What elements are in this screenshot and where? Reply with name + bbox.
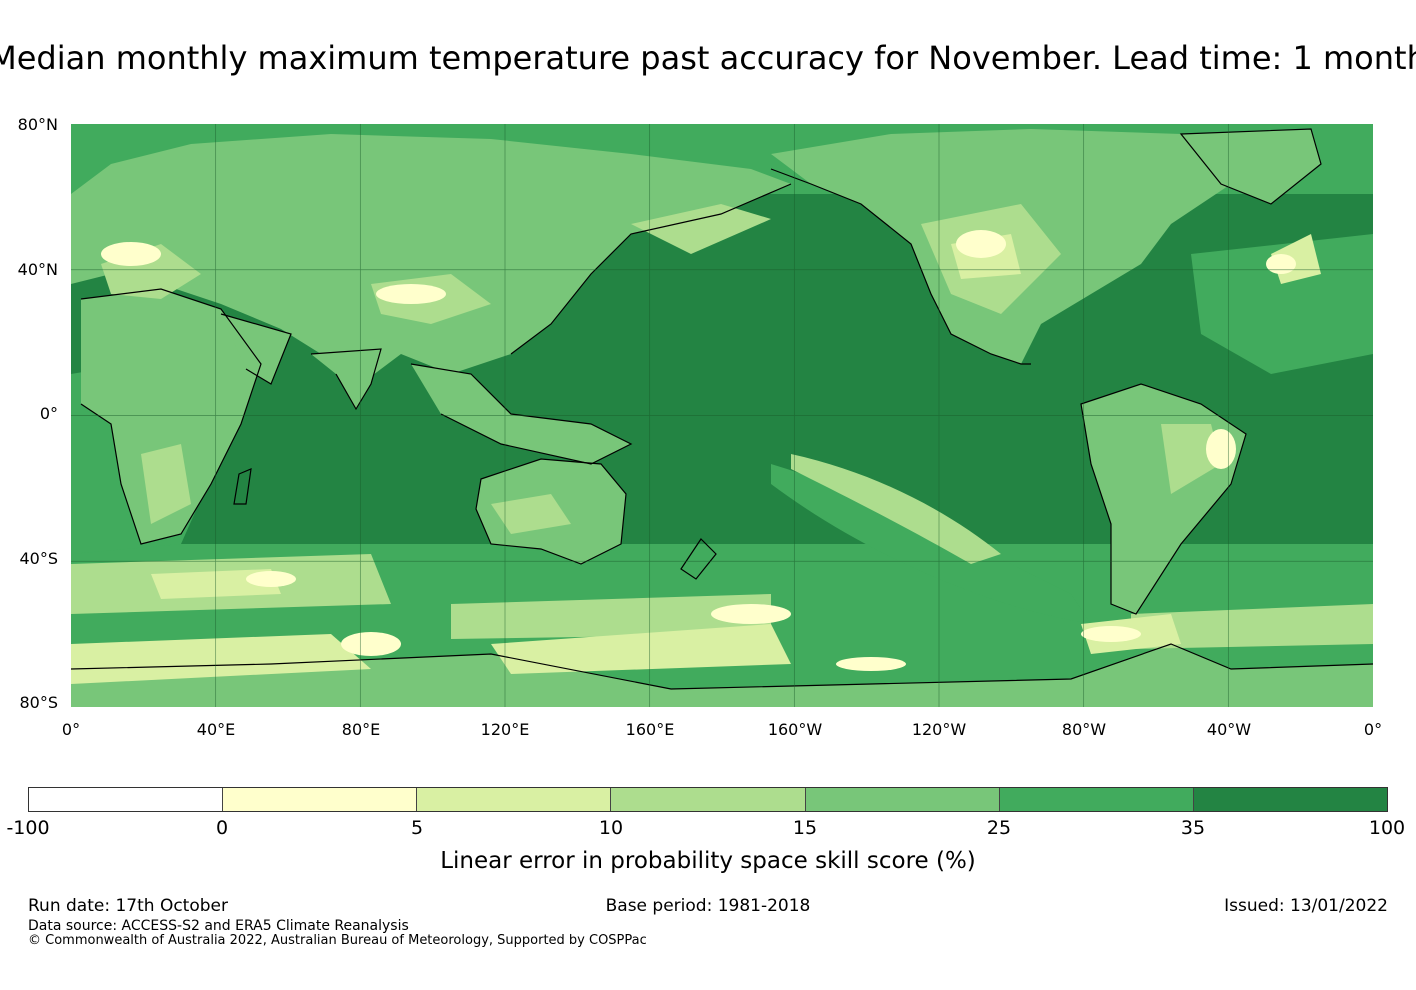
colorbar-tick: 5	[410, 817, 424, 839]
colorbar-segment-4	[611, 788, 806, 811]
skill-score-map	[71, 124, 1373, 707]
lon-label-120w: 120°W	[911, 720, 967, 739]
colorbar-tick: 15	[792, 817, 818, 839]
colorbar-segment-6	[999, 788, 1194, 811]
lon-label-160w: 160°W	[767, 720, 823, 739]
colorbar-segment-1	[29, 788, 224, 811]
colorbar-label: Linear error in probability space skill …	[440, 848, 976, 874]
colorbar-tick: 100	[1368, 817, 1406, 839]
colorbar-segment-2	[223, 788, 418, 811]
lat-label-40s: 40°S	[19, 549, 58, 568]
lon-label-120e: 120°E	[480, 720, 530, 739]
map-svg	[71, 124, 1373, 707]
lon-label-40w: 40°W	[1206, 720, 1252, 739]
lon-label-0-left: 0°	[61, 720, 81, 739]
lat-label-40n: 40°N	[17, 260, 58, 279]
base-period: Base period: 1981-2018	[605, 896, 811, 916]
lat-label-80s: 80°S	[19, 693, 58, 712]
run-date: Run date: 17th October	[28, 896, 228, 916]
colorbar-segment-7	[1193, 788, 1387, 811]
colorbar-tick: -100	[6, 817, 50, 839]
lon-label-80e: 80°E	[341, 720, 381, 739]
lowest-skill-regions	[101, 230, 1296, 671]
graticule	[71, 124, 1373, 707]
lat-label-equator: 0°	[39, 404, 58, 423]
colorbar-tick: 10	[598, 817, 624, 839]
copyright: © Commonwealth of Australia 2022, Austra…	[28, 933, 647, 948]
colorbar	[28, 787, 1388, 812]
colorbar-tick: 0	[215, 817, 229, 839]
land-regions	[71, 129, 1373, 707]
lon-label-0-right: 0°	[1363, 720, 1383, 739]
colorbar-segment-5	[805, 788, 1000, 811]
colorbar-tick: 25	[986, 817, 1012, 839]
chart-title: Median monthly maximum temperature past …	[0, 39, 1416, 77]
lon-label-160e: 160°E	[625, 720, 675, 739]
colorbar-segment-3	[417, 788, 612, 811]
lon-label-40e: 40°E	[196, 720, 236, 739]
lat-label-80n: 80°N	[17, 115, 58, 134]
data-source: Data source: ACCESS-S2 and ERA5 Climate …	[28, 918, 409, 934]
coastlines	[71, 128, 1373, 690]
issued-date: Issued: 13/01/2022	[1224, 896, 1388, 916]
lon-label-80w: 80°W	[1061, 720, 1107, 739]
colorbar-tick: 35	[1180, 817, 1206, 839]
